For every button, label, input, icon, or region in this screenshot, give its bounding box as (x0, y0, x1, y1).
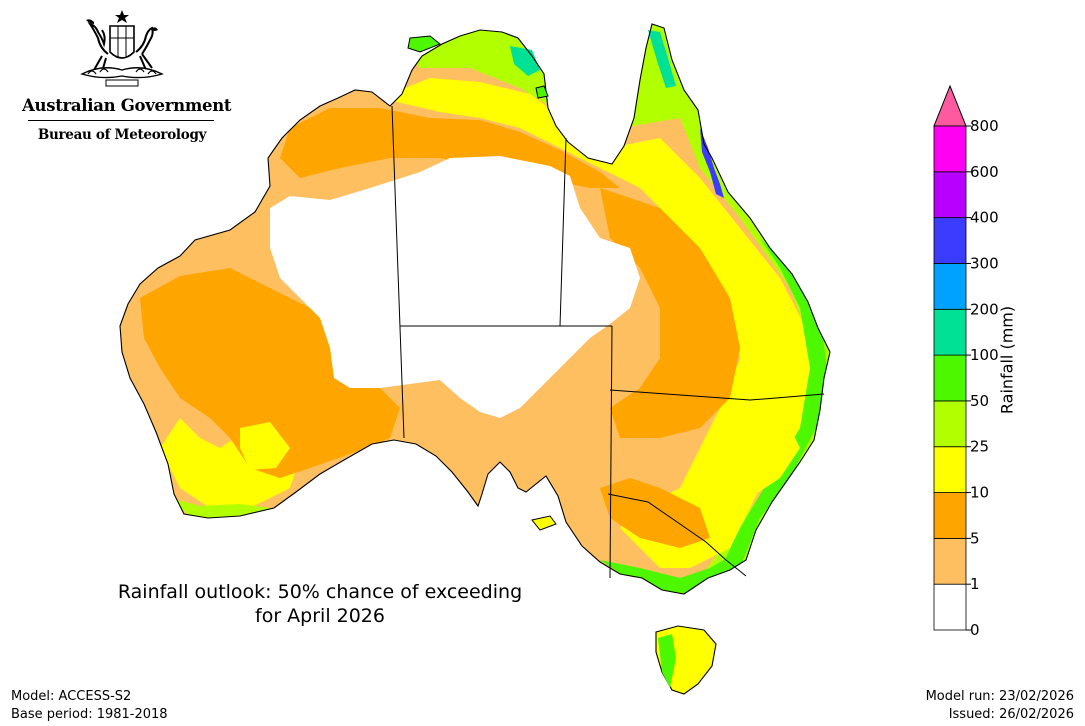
queensland-wet-coast (700, 128, 724, 198)
rainfall-colorbar: 0 1 5 10 25 50 100 200 300 400 600 800 (933, 84, 999, 639)
title-line-2: for April 2026 (255, 605, 385, 627)
colorbar-tick-label: 50 (970, 392, 989, 410)
colorbar-swatch (933, 354, 967, 402)
run-info: Model run: 23/02/2026 Issued: 26/02/2026 (926, 688, 1074, 724)
logo-divider (28, 120, 214, 121)
colorbar-swatch (933, 583, 967, 631)
colorbar-tick-label: 5 (970, 529, 980, 547)
cape-york-wet (648, 30, 676, 88)
colorbar-swatch (933, 125, 967, 173)
groote-island (535, 85, 549, 99)
bureau-name: Bureau of Meteorology (37, 127, 207, 143)
colorbar-swatch (933, 263, 967, 310)
bom-logo: Australian Government Bureau of Meteorol… (22, 8, 232, 148)
top-end-wet (510, 46, 540, 76)
colorbar-tick-label: 800 (970, 117, 999, 135)
state-borders (391, 105, 825, 579)
colorbar-swatch (933, 537, 967, 585)
colorbar-tick-label: 100 (970, 346, 999, 364)
title-line-1: Rainfall outlook: 50% chance of exceedin… (117, 581, 523, 603)
issued-date: Issued: 26/02/2026 (948, 707, 1074, 722)
colorbar-tick-label: 200 (970, 300, 999, 318)
colorbar-tick-label: 1 (970, 575, 980, 593)
colorbar-swatch (933, 492, 967, 539)
colorbar-swatch (933, 308, 967, 356)
colorbar-overflow-triangle (933, 84, 967, 127)
colorbar-swatch (933, 446, 967, 493)
melville-island (407, 35, 441, 53)
colorbar-tick-label: 10 (970, 484, 989, 502)
model-info: Model: ACCESS-S2 Base period: 1981-2018 (11, 688, 168, 724)
base-period: Base period: 1981-2018 (11, 707, 168, 722)
model-run-date: Model run: 23/02/2026 (925, 689, 1074, 704)
map-title: Rainfall outlook: 50% chance of exceedin… (80, 580, 560, 628)
colorbar-tick-label: 0 (970, 621, 980, 639)
government-name: Australian Government (22, 96, 232, 115)
colorbar-tick-label: 25 (970, 438, 989, 456)
colorbar-tick-label: 300 (970, 254, 999, 272)
colorbar-tick-label: 400 (970, 209, 999, 227)
colorbar-swatch (933, 400, 967, 448)
colorbar-label: Rainfall (mm) (997, 305, 1017, 415)
model-name: Model: ACCESS-S2 (11, 689, 132, 704)
australia-rainfall-map (119, 23, 831, 695)
colorbar-tick-label: 600 (970, 163, 999, 181)
kangaroo-island (531, 515, 557, 531)
colorbar-swatch (933, 171, 967, 219)
coat-of-arms-icon (80, 10, 164, 87)
colorbar-swatch (933, 217, 967, 264)
